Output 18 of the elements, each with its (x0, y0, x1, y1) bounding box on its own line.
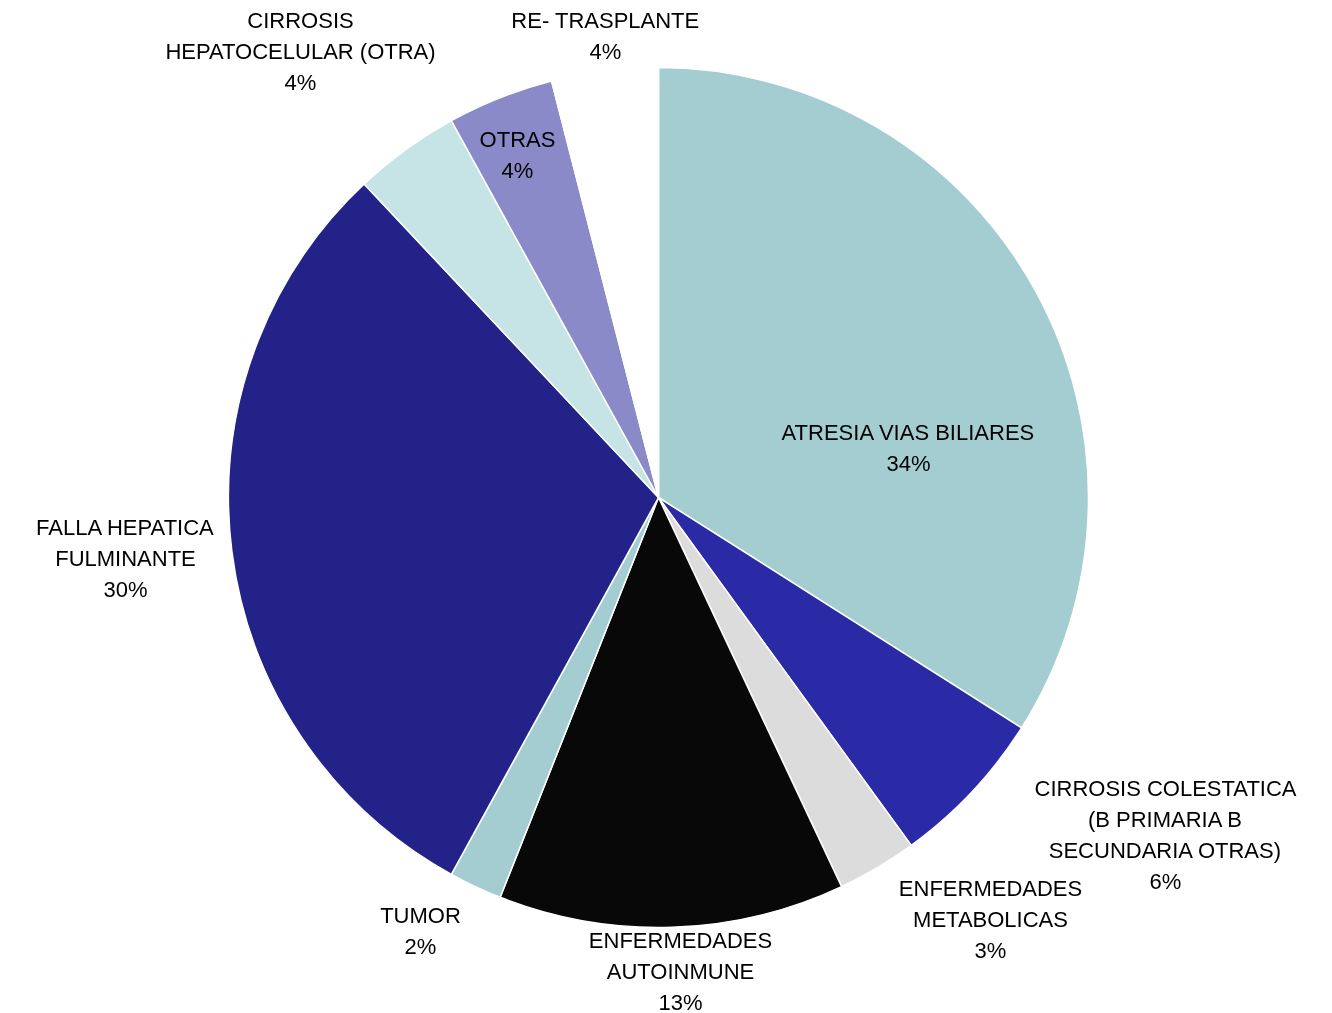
slice-label: ATRESIA VIAS BILIARES (781, 420, 1035, 445)
slice-label: CIRROSIS HEPATOCELULAR (OTRA) (165, 8, 436, 64)
slice-label: TUMOR (380, 903, 461, 928)
data-label: 2% (404, 934, 437, 959)
slice-label: ENFERMEDADES METABOLICAS (898, 876, 1083, 932)
data-label: 6% (1149, 869, 1182, 894)
data-label: 3% (974, 938, 1007, 963)
slice-label: FALLA HEPATICA FULMINANTE (36, 515, 215, 571)
data-label: 4% (501, 158, 534, 183)
slice-label: RE- TRASPLANTE (511, 8, 700, 33)
slice-label: CIRROSIS COLESTATICA (B PRIMARIA B SECUNDARIA OTRAS) (1034, 776, 1297, 863)
data-label: 34% (886, 451, 931, 476)
data-label: 30% (103, 577, 148, 602)
data-label: 13% (658, 990, 703, 1013)
slice-label: OTRAS (479, 127, 556, 152)
slice-label: ENFERMEDADES AUTOINMUNE (588, 928, 773, 984)
data-label: 4% (589, 39, 622, 64)
data-label: 4% (284, 70, 317, 95)
